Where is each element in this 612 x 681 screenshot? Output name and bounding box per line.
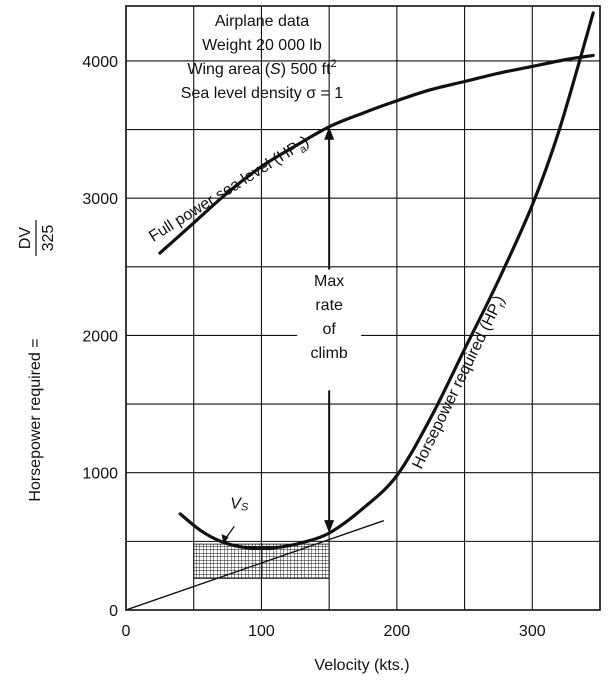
max-climb-label-line: climb	[310, 345, 347, 362]
horsepower-required-label: Horsepower required (HPr)	[410, 293, 511, 473]
airplane-data-block: Airplane data Weight 20 000 lb Wing area…	[181, 13, 344, 102]
y-tick-label: 2000	[82, 328, 118, 345]
series-horsepower-required-line	[178, 11, 595, 550]
max-climb-arrow-head-top	[324, 126, 335, 140]
y-tick-label: 3000	[82, 191, 118, 208]
airplane-weight: Weight 20 000 lb	[202, 37, 322, 54]
series-full-power-line	[158, 53, 595, 255]
stall-speed-label: VS	[230, 495, 249, 513]
full-power-label: Full power sea level (HPa)	[146, 133, 313, 248]
airplane-data-heading: Airplane data	[215, 13, 309, 30]
y-axis-label: Horsepower required = DV 325	[17, 220, 57, 502]
stall-speed-pointer-head	[221, 534, 229, 545]
x-tick-label: 100	[248, 623, 275, 640]
y-tick-label: 0	[109, 603, 118, 620]
max-climb-label-line: Max	[314, 273, 344, 290]
airplane-wing-area: Wing area (S) 500 ft2	[187, 58, 336, 78]
y-axis-fraction-numerator: DV	[17, 227, 34, 250]
x-tick-label: 300	[519, 623, 546, 640]
y-axis-fraction-denominator: 325	[40, 225, 57, 252]
max-climb-label-line: rate	[315, 297, 343, 314]
x-tick-label: 200	[384, 623, 411, 640]
series-group	[125, 11, 595, 611]
series-tangent-line	[125, 520, 384, 611]
hatched-region-group	[193, 543, 330, 579]
max-climb-label-line: of	[322, 321, 336, 338]
y-axis-label-text: Horsepower required =	[27, 338, 44, 501]
hatched-region	[193, 543, 330, 579]
max-climb-arrow-head-bottom	[324, 520, 335, 534]
y-tick-label: 4000	[82, 54, 118, 71]
airplane-density: Sea level density σ = 1	[181, 85, 344, 102]
max-climb-label-bg	[297, 269, 362, 391]
x-tick-label: 0	[122, 623, 131, 640]
y-tick-label: 1000	[82, 466, 118, 483]
x-axis-label: Velocity (kts.)	[314, 657, 409, 674]
